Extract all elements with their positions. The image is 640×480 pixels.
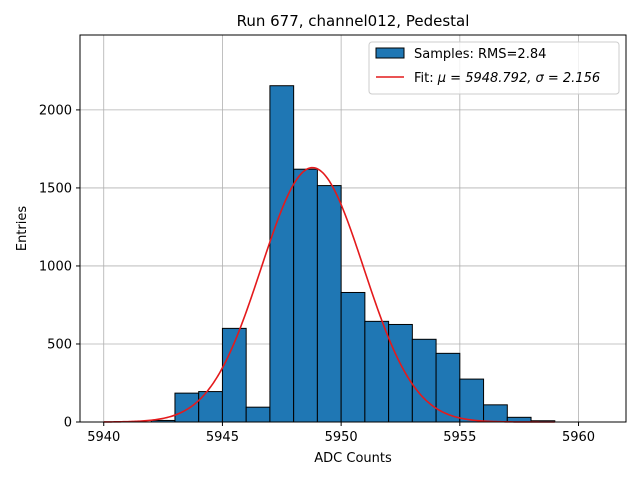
y-tick-label: 2000: [39, 103, 72, 118]
x-axis-label: ADC Counts: [314, 451, 392, 466]
histogram-bar: [245, 406, 271, 423]
legend-fit-sigma: σ = 2.156: [536, 71, 601, 86]
y-axis-label: Entries: [15, 206, 30, 252]
histogram-bar: [435, 352, 461, 423]
y-tick-label: 1000: [39, 259, 72, 274]
legend-label-histogram: Samples: RMS=2.84: [414, 47, 546, 62]
legend-box: [368, 41, 620, 95]
x-tick-label: 5940: [87, 430, 120, 445]
chart-title: Run 677, channel012, Pedestal: [237, 12, 470, 30]
plot-frame: [79, 34, 627, 423]
y-tick-label: 0: [64, 416, 72, 431]
histogram-bar: [174, 392, 200, 423]
histogram-bar: [411, 338, 437, 423]
fit-curve-group: [103, 166, 555, 423]
legend-fit-prefix: Fit:: [414, 71, 438, 86]
x-tick-label: 5955: [443, 430, 476, 445]
histogram-bar: [293, 168, 318, 423]
histogram-bar: [340, 291, 366, 423]
x-tick-label: 5945: [206, 430, 239, 445]
histogram-bar: [388, 323, 413, 423]
histogram-bar: [459, 378, 485, 423]
x-tick-label: 5950: [325, 430, 358, 445]
histogram-bar: [483, 404, 508, 423]
y-tick-label: 500: [47, 337, 72, 352]
x-tick-label: 5960: [562, 430, 595, 445]
legend-label-fit: Fit: μ = 5948.792, σ = 2.156: [414, 71, 600, 86]
histogram-bars: [150, 85, 556, 423]
histogram-bar: [316, 185, 342, 423]
histogram-bar: [364, 320, 390, 423]
legend-fit-mu: μ = 5948.792,: [437, 71, 536, 86]
legend-swatch-histogram: [375, 47, 405, 59]
legend: Samples: RMS=2.84 Fit: μ = 5948.792, σ =…: [368, 41, 620, 95]
fit-curve: [103, 166, 555, 423]
histogram-bar: [269, 85, 295, 423]
axis-ticks: 5940 5945 5950 5955 5960 0 500 1000 1500 2000: [39, 103, 595, 445]
y-tick-label: 1500: [39, 181, 72, 196]
